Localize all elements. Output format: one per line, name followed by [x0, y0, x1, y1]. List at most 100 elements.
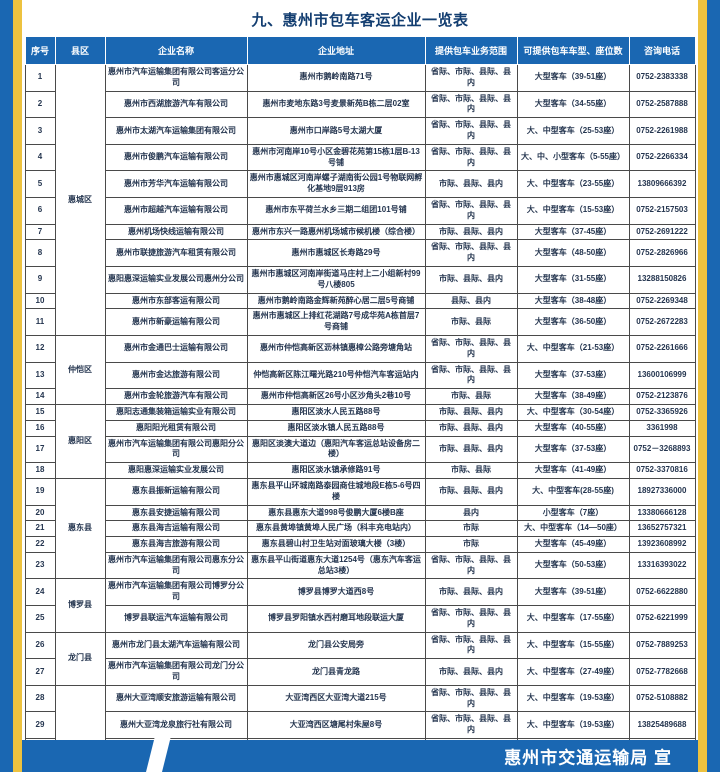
table-row: 3 惠州市太湖汽车运输集团有限公司 惠州市口岸路5号太湖大厦 省际、市际、县际、县内大…	[24, 117, 696, 145]
cell-phone: 0752-6221999	[628, 605, 696, 633]
cell-company: 惠州市金轮旅游汽车有限公司	[104, 388, 248, 405]
cell-scope: 市际	[424, 520, 518, 538]
cell-no: 16	[24, 419, 56, 437]
cell-company: 惠州市汽车运输集团有限公司龙门分公司	[104, 658, 248, 686]
cell-vehicles: 大、中型客车（14—50座）	[516, 520, 630, 538]
cell-scope: 市际、县际、县内	[424, 403, 518, 421]
cell-scope: 省际、市际、县际、县内	[424, 711, 518, 740]
table-row: 15 惠阳区 惠阳志通集装箱运输实业有限公司 惠阳区淡水人民五路88号 市际、县际、县内…	[24, 403, 696, 479]
table-row: 2 惠州市西湖旅游汽车有限公司 惠州市麦地东路3号麦景新苑B栋二层02室 省际、市际、…	[24, 90, 696, 119]
cell-phone: 0752-6622880	[628, 578, 696, 607]
header-company: 企业名称	[104, 36, 248, 65]
cell-vehicles: 大、中型客车（21-53座）	[516, 334, 630, 363]
cell-no: 27	[24, 658, 56, 686]
table-row: 25 博罗县联运汽车运输有限公司 博罗县罗阳镇水西村磨耳地段联运大厦 省际、市际、县际…	[24, 605, 696, 633]
left-yellow-stripe	[13, 0, 22, 772]
header-address: 企业地址	[246, 36, 426, 65]
cell-vehicles: 大、中型客车（19-53座）	[516, 684, 630, 713]
cell-no: 24	[24, 578, 56, 607]
cell-district: 仲恺区	[54, 334, 106, 405]
cell-phone: 13600106999	[628, 361, 696, 390]
cell-company: 惠州市芳华汽车运输有限公司	[104, 170, 248, 198]
cell-no: 17	[24, 435, 56, 464]
table-row: 20 惠东县安捷运输有限公司 惠东县惠东大道998号俊鹏大厦6楼B座 县内 小型客车（7…	[24, 504, 696, 522]
cell-no: 15	[24, 403, 56, 421]
cell-address: 惠州市口岸路5号太湖大厦	[246, 117, 426, 145]
cell-vehicles: 大型客车（40-55座）	[516, 419, 630, 437]
page-title: 九、惠州市包车客运企业一览表	[251, 12, 469, 29]
cell-phone: 0752-2672283	[628, 308, 696, 336]
table-row: 29 惠州大亚湾龙泉旅行社有限公司 大亚湾西区塘尾村朱屋8号 省际、市际、县际、县内大…	[24, 711, 696, 740]
table-row: 10 惠州市东部客运有限公司 惠州市鹅岭南路金辉新苑醉心居二层5号商铺 县际、县内 大型…	[24, 292, 696, 310]
cell-no: 28	[24, 684, 56, 713]
cell-address: 惠阳区淡水镇人民五路88号	[246, 419, 426, 437]
cell-phone: 13809666392	[628, 170, 696, 198]
cell-address: 惠州市惠城区长寿路29号	[246, 239, 426, 267]
cell-phone: 18927336000	[628, 477, 696, 506]
cell-district: 博罗县	[54, 578, 106, 633]
cell-no: 11	[24, 308, 56, 336]
table-row: 13 惠州市金达旅游有限公司 仲恺高新区陈江曙光路210号仲恺汽车客运站内 省际、市际…	[24, 361, 696, 390]
cell-no: 2	[24, 90, 56, 119]
cell-vehicles: 大、中、小型客车（5-55座）	[516, 143, 630, 172]
cell-phone: 0752-3365926	[628, 403, 696, 421]
cell-vehicles: 大、中型客车（15-53座）	[516, 196, 630, 225]
cell-vehicles: 大、中型客车(28-55座)	[516, 477, 630, 506]
table-row: 26 龙门县 惠州市龙门县太湖汽车运输有限公司 龙门县公安局旁 省际、市际、县际、县内大…	[24, 631, 696, 686]
cell-address: 惠州市东兴一路惠州机场城市候机楼（综合楼）	[246, 223, 426, 241]
cell-company: 惠州市联捷旅游汽车租赁有限公司	[104, 239, 248, 267]
cell-company: 惠东县海吉运输有限公司	[104, 520, 248, 538]
cell-scope: 市际、县际、县内	[424, 265, 518, 294]
cell-phone: 0752-2383338	[628, 64, 696, 92]
cell-scope: 市际、县际、县内	[424, 419, 518, 437]
cell-company: 惠州市俊鹏汽车运输有限公司	[104, 143, 248, 172]
cell-scope: 市际、县际	[424, 388, 518, 405]
cell-district: 惠东县	[54, 477, 106, 580]
cell-vehicles: 大型客车（39-51座）	[516, 64, 630, 92]
cell-no: 18	[24, 462, 56, 479]
cell-no: 5	[24, 170, 56, 198]
cell-scope: 省际、市际、县际、县内	[424, 551, 518, 580]
cell-no: 23	[24, 551, 56, 580]
cell-scope: 省际、市际、县际、县内	[424, 143, 518, 172]
cell-no: 25	[24, 605, 56, 633]
cell-company: 惠州市西湖旅游汽车有限公司	[104, 90, 248, 119]
cell-phone: 13923608992	[628, 536, 696, 553]
cell-scope: 省际、市际、县际、县内	[424, 196, 518, 225]
cell-vehicles: 大型客车（37-53座）	[516, 435, 630, 464]
cell-scope: 省际、市际、县际、县内	[424, 631, 518, 660]
cell-phone: 0752-2123876	[628, 388, 696, 405]
cell-vehicles: 大、中型客车（17-55座）	[516, 605, 630, 633]
cell-vehicles: 大型客车（48-50座）	[516, 239, 630, 267]
table-row: 6 惠州市超越汽车运输有限公司 惠州市东平荷兰水乡三期二组团101号铺 省际、市际、县…	[24, 196, 696, 225]
cell-scope: 市际、县际、县内	[424, 477, 518, 506]
cell-address: 博罗县博罗大道西8号	[246, 578, 426, 607]
table-row: 18 惠阳惠深运输实业发展公司 惠阳区淡水镇承修路91号 市际、县际 大型客车（41-4…	[24, 462, 696, 479]
cell-company: 惠阳惠深运输实业发展公司惠州分公司	[104, 265, 248, 294]
cell-address: 惠州市惠城区上排红花湖路7号成华苑A栋首层7号商铺	[246, 308, 426, 336]
cell-vehicles: 大型客车（37-53座）	[516, 361, 630, 390]
table-row: 7 惠州机场快线运输有限公司 惠州市东兴一路惠州机场城市候机楼（综合楼） 市际、县际、…	[24, 223, 696, 241]
table-row: 16 惠阳阳光租赁有限公司 惠阳区淡水镇人民五路88号 市际、县际、县内 大型客车（40…	[24, 419, 696, 437]
cell-district: 惠城区	[54, 64, 106, 336]
cell-scope: 市际、县际、县内	[424, 578, 518, 607]
cell-phone: 13316393022	[628, 551, 696, 580]
table-row: 21 惠东县海吉运输有限公司 惠东县黄埠镇黄埠人民广场（科丰充电站内） 市际 大、中型客…	[24, 520, 696, 538]
cell-address: 惠阳区淡水镇承修路91号	[246, 462, 426, 479]
cell-vehicles: 大型客车（38-48座）	[516, 292, 630, 310]
table-row: 4 惠州市俊鹏汽车运输有限公司 惠州市河南岸10号小区金碧花苑第15栋1层B-13号…	[24, 143, 696, 172]
cell-vehicles: 大型客车（37-45座）	[516, 223, 630, 241]
table-row: 1 惠城区 惠州市汽车运输集团有限公司客运分公司 惠州市鹅岭南路71号 省际、市际、县际…	[24, 64, 696, 336]
cell-vehicles: 大、中型客车（23-55座）	[516, 170, 630, 198]
cell-scope: 省际、市际、县际、县内	[424, 334, 518, 363]
cell-address: 惠东县碧山村卫生站对面玻璃大楼（3楼）	[246, 536, 426, 553]
cell-company: 惠州市汽车运输集团有限公司博罗分公司	[104, 578, 248, 607]
cell-no: 1	[24, 64, 56, 92]
cell-company: 惠州大亚湾龙泉旅行社有限公司	[104, 711, 248, 740]
content-area: 九、惠州市包车客运企业一览表 序号 县区 企业名称 企业地址 提供包车业务范围 …	[22, 0, 698, 772]
cell-scope: 市际	[424, 536, 518, 553]
cell-no: 8	[24, 239, 56, 267]
cell-scope: 市际、县际	[424, 308, 518, 336]
header-district: 县区	[54, 36, 106, 65]
cell-phone: 3361998	[628, 419, 696, 437]
